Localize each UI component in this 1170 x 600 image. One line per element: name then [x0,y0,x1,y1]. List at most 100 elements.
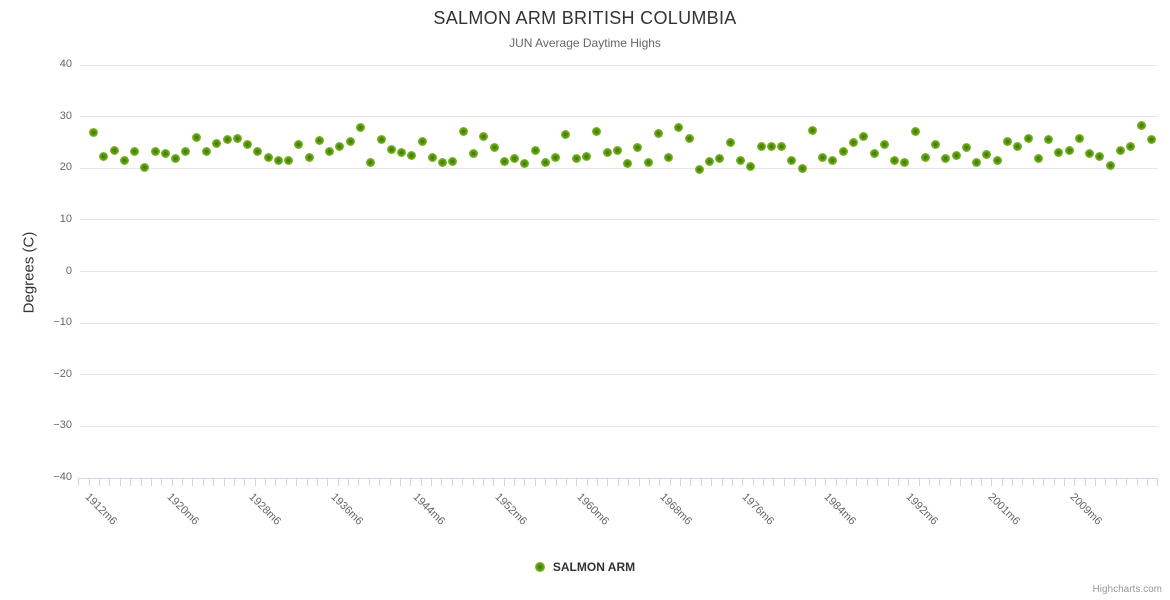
data-point[interactable] [304,152,314,162]
data-point[interactable] [191,132,201,142]
data-point[interactable] [171,153,181,163]
data-point[interactable] [684,133,694,143]
data-point[interactable] [232,133,242,143]
data-point[interactable] [1064,145,1074,155]
data-point[interactable] [356,123,366,133]
data-point[interactable] [1126,142,1136,152]
data-point[interactable] [643,158,653,168]
data-point[interactable] [253,147,263,157]
data-point[interactable] [674,123,684,133]
data-point[interactable] [530,146,540,156]
data-point[interactable] [581,152,591,162]
data-point[interactable] [818,152,828,162]
data-point[interactable] [397,147,407,157]
data-point[interactable] [910,127,920,137]
data-point[interactable] [859,132,869,142]
data-point[interactable] [705,156,715,166]
data-point[interactable] [879,139,889,149]
data-point[interactable] [1085,149,1095,159]
data-point[interactable] [376,135,386,145]
data-point[interactable] [992,155,1002,165]
data-point[interactable] [1136,120,1146,130]
data-point[interactable] [489,143,499,153]
data-point[interactable] [499,156,509,166]
data-point[interactable] [941,153,951,163]
data-point[interactable] [140,162,150,172]
data-point[interactable] [920,152,930,162]
data-point[interactable] [243,139,253,149]
data-point[interactable] [756,141,766,151]
data-point[interactable] [890,155,900,165]
data-point[interactable] [386,144,396,154]
data-point[interactable] [417,137,427,147]
data-point[interactable] [766,141,776,151]
data-point[interactable] [797,163,807,173]
data-point[interactable] [1044,134,1054,144]
data-point[interactable] [838,147,848,157]
data-point[interactable] [602,147,612,157]
data-point[interactable] [222,135,232,145]
data-point[interactable] [294,139,304,149]
data-point[interactable] [520,158,530,168]
data-point[interactable] [479,132,489,142]
data-point[interactable] [777,142,787,152]
data-point[interactable] [623,158,633,168]
data-point[interactable] [1003,136,1013,146]
data-point[interactable] [900,157,910,167]
data-point[interactable] [653,128,663,138]
data-point[interactable] [160,148,170,158]
data-point[interactable] [931,139,941,149]
data-point[interactable] [438,158,448,168]
data-point[interactable] [828,155,838,165]
data-point[interactable] [109,145,119,155]
legend-item[interactable]: SALMON ARM [0,560,1170,574]
data-point[interactable] [468,148,478,158]
data-point[interactable] [130,147,140,157]
data-point[interactable] [1013,142,1023,152]
data-point[interactable] [633,143,643,153]
data-point[interactable] [664,152,674,162]
data-point[interactable] [201,147,211,157]
data-point[interactable] [1033,154,1043,164]
data-point[interactable] [314,136,324,146]
data-point[interactable] [89,128,98,138]
data-point[interactable] [807,126,817,136]
data-point[interactable] [787,155,797,165]
data-point[interactable] [325,147,335,157]
data-point[interactable] [612,145,622,155]
data-point[interactable] [1054,147,1064,157]
data-point[interactable] [951,151,961,161]
data-point[interactable] [561,129,571,139]
data-point[interactable] [335,142,345,152]
data-point[interactable] [458,127,468,137]
data-point[interactable] [982,150,992,160]
data-point[interactable] [736,155,745,165]
data-point[interactable] [119,155,129,165]
data-point[interactable] [551,153,561,163]
data-point[interactable] [725,137,735,147]
data-point[interactable] [1105,161,1115,171]
data-point[interactable] [715,153,725,163]
data-point[interactable] [448,157,458,167]
data-point[interactable] [972,157,982,167]
data-point[interactable] [1023,133,1033,143]
data-point[interactable] [181,147,191,157]
data-point[interactable] [284,155,294,165]
data-point[interactable] [540,158,550,168]
data-point[interactable] [571,154,581,164]
data-point[interactable] [1074,133,1084,143]
data-point[interactable] [345,137,355,147]
data-point[interactable] [1095,152,1105,162]
data-point[interactable] [427,152,437,162]
data-point[interactable] [407,151,417,161]
data-point[interactable] [1116,145,1125,155]
data-point[interactable] [510,154,520,164]
data-point[interactable] [869,148,879,158]
highcharts-credit-link[interactable]: Highcharts.com [1092,584,1162,595]
data-point[interactable] [746,162,756,172]
data-point[interactable] [273,155,283,165]
data-point[interactable] [263,152,273,162]
data-point[interactable] [150,147,160,157]
data-point[interactable] [366,158,376,168]
data-point[interactable] [694,164,704,174]
